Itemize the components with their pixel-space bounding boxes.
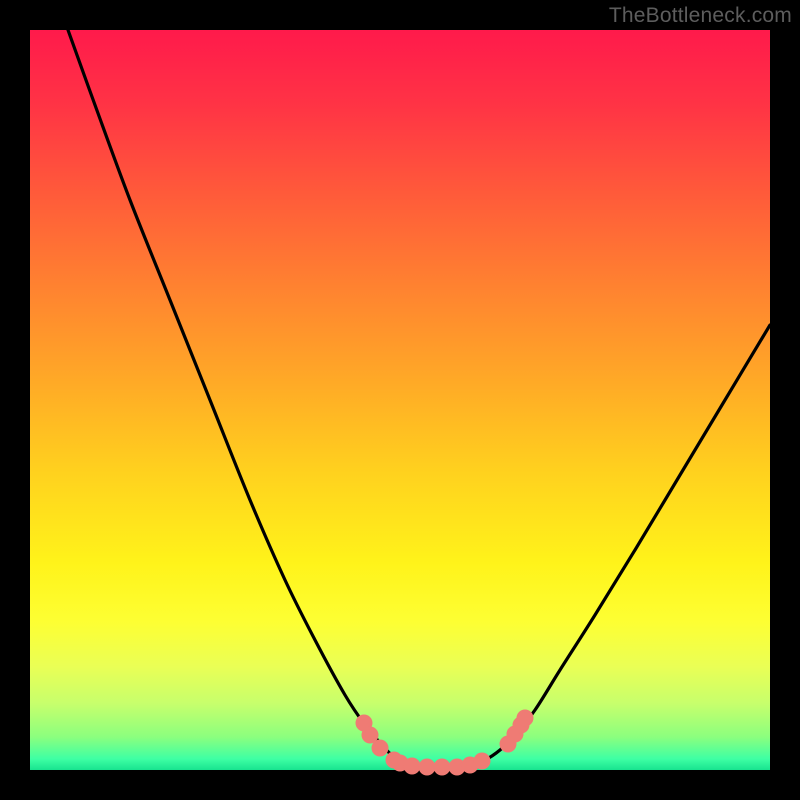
plot-background (30, 30, 770, 770)
curve-marker (372, 740, 389, 757)
watermark-text: TheBottleneck.com (609, 4, 792, 28)
curve-marker (434, 759, 451, 776)
bottleneck-chart (0, 0, 800, 800)
curve-marker (517, 710, 534, 727)
curve-marker (474, 753, 491, 770)
curve-marker (419, 759, 436, 776)
curve-marker (404, 758, 421, 775)
